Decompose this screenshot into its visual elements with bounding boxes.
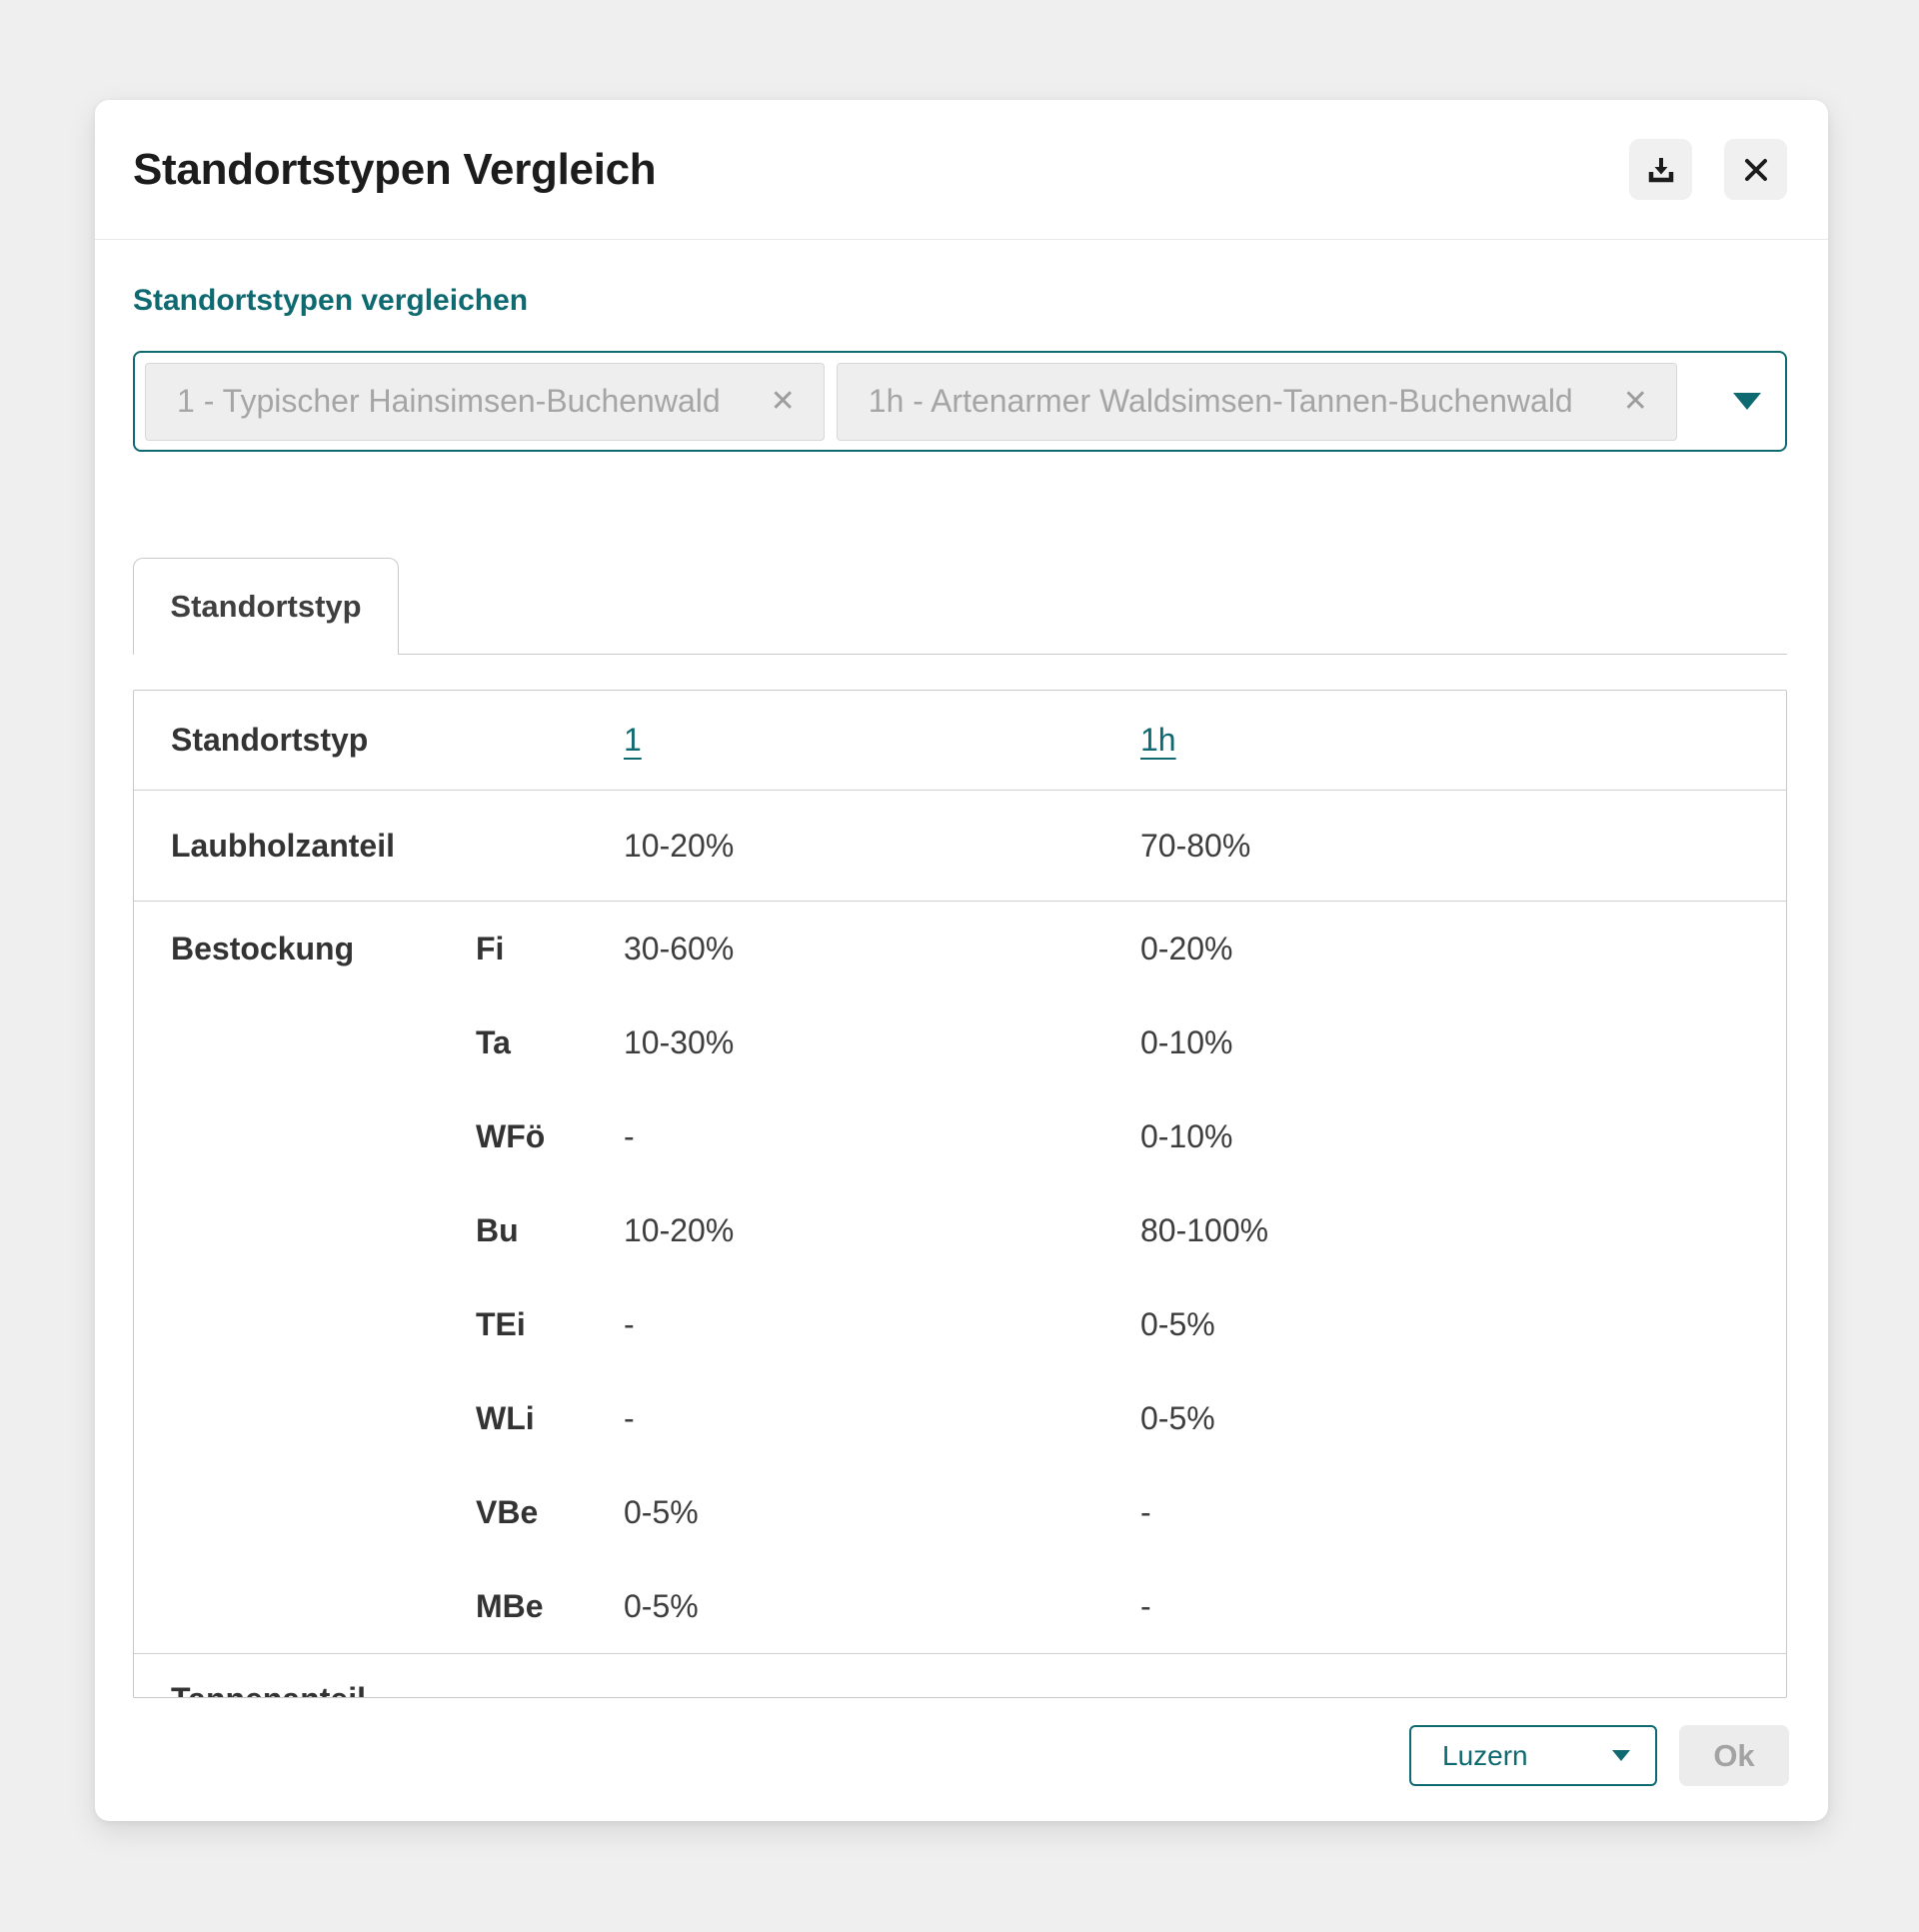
tab-label: Standortstyp <box>170 589 362 624</box>
chevron-down-icon <box>1612 1750 1630 1761</box>
value-col-1: 10-20% <box>624 827 735 864</box>
table-row-species: Ta 10-30% 0-10% <box>134 995 1786 1089</box>
tab-bar: Standortstyp <box>133 558 1787 655</box>
species-code: VBe <box>476 1493 539 1530</box>
site-type-comparison-dialog: Standortstypen Vergleich Standortstypen … <box>95 100 1828 1821</box>
chip-remove-icon[interactable]: ✕ <box>1622 384 1648 418</box>
value-col-1: 0-5% <box>624 1493 699 1530</box>
download-button[interactable] <box>1629 139 1692 200</box>
value-col-1h: 0-10% <box>1140 1023 1233 1060</box>
species-code: Ta <box>476 1023 511 1060</box>
chip-label: 1h - Artenarmer Waldsimsen-Tannen-Buchen… <box>868 383 1573 419</box>
table-header-row: Standortstyp 1 1h <box>134 691 1786 790</box>
tab-standortstyp[interactable]: Standortstyp <box>133 558 399 655</box>
species-code: TEi <box>476 1305 526 1342</box>
species-code: WFö <box>476 1117 546 1154</box>
selected-site-type-chip: 1h - Artenarmer Waldsimsen-Tannen-Buchen… <box>836 362 1677 441</box>
value-col-1: 30-60% <box>624 930 735 966</box>
table-group-bestockung: Bestockung Fi 30-60% 0-20% Ta 10-30% 0-1… <box>134 901 1786 1653</box>
site-type-1-link[interactable]: 1 <box>624 722 642 758</box>
region-select-value: Luzern <box>1442 1739 1528 1771</box>
download-icon <box>1644 153 1678 187</box>
value-col-1: - <box>624 1305 635 1342</box>
table-row-species: VBe 0-5% - <box>134 1465 1786 1559</box>
table-row-species: WFö - 0-10% <box>134 1089 1786 1183</box>
dialog-header: Standortstypen Vergleich <box>95 100 1828 240</box>
compare-section-label: Standortstypen vergleichen <box>133 284 529 317</box>
table-row-species: Bu 10-20% 80-100% <box>134 1183 1786 1277</box>
value-col-1h: 0-20% <box>1140 930 1233 966</box>
value-col-1h: 70-80% <box>1140 827 1251 864</box>
table-row-tannenanteil-clipped: Tannenanteil <box>134 1653 1786 1697</box>
value-col-1h: 0-5% <box>1140 1399 1215 1436</box>
table-row-species: Bestockung Fi 30-60% 0-20% <box>134 902 1786 995</box>
tab-bar-baseline <box>399 558 1787 655</box>
species-code: Fi <box>476 930 505 966</box>
value-col-1: 10-30% <box>624 1023 735 1060</box>
table-row-laubholzanteil: Laubholzanteil 10-20% 70-80% <box>134 790 1786 901</box>
chip-remove-icon[interactable]: ✕ <box>770 384 796 418</box>
value-col-1: 10-20% <box>624 1211 735 1248</box>
chevron-down-icon <box>1733 393 1761 410</box>
species-code: Bu <box>476 1211 519 1248</box>
site-type-1h-link[interactable]: 1h <box>1140 722 1176 758</box>
close-icon <box>1741 155 1771 185</box>
value-col-1h: 0-10% <box>1140 1117 1233 1154</box>
close-button[interactable] <box>1724 139 1787 200</box>
species-code: WLi <box>476 1399 535 1436</box>
dialog-title: Standortstypen Vergleich <box>133 144 657 194</box>
site-type-multiselect[interactable]: 1 - Typischer Hainsimsen-Buchenwald ✕ 1h… <box>133 351 1787 452</box>
row-label: Tannenanteil <box>171 1681 624 1697</box>
region-select[interactable]: Luzern <box>1409 1725 1657 1786</box>
group-label: Bestockung <box>171 930 355 966</box>
chip-label: 1 - Typischer Hainsimsen-Buchenwald <box>177 383 721 419</box>
dialog-footer: Luzern Ok <box>1409 1725 1789 1786</box>
row-label: Laubholzanteil <box>171 827 395 864</box>
value-col-1h: - <box>1140 1587 1151 1624</box>
dialog-body: Standortstypen vergleichen 1 - Typischer… <box>95 284 1828 1698</box>
comparison-table-scroll-area[interactable]: Standortstyp 1 1h Laubholzanteil 10-20% … <box>133 690 1787 1698</box>
table-row-species: TEi - 0-5% <box>134 1277 1786 1371</box>
value-col-1h: 0-5% <box>1140 1305 1215 1342</box>
ok-button[interactable]: Ok <box>1679 1725 1789 1786</box>
value-col-1h: 80-100% <box>1140 1211 1269 1248</box>
value-col-1h: - <box>1140 1493 1151 1530</box>
selected-site-type-chip: 1 - Typischer Hainsimsen-Buchenwald ✕ <box>145 362 825 441</box>
value-col-1: 0-5% <box>624 1587 699 1624</box>
value-col-1: - <box>624 1117 635 1154</box>
table-row-species: WLi - 0-5% <box>134 1371 1786 1465</box>
table-header-label: Standortstyp <box>171 722 369 758</box>
species-code: MBe <box>476 1587 544 1624</box>
value-col-1: - <box>624 1399 635 1436</box>
table-row-species: MBe 0-5% - <box>134 1559 1786 1653</box>
